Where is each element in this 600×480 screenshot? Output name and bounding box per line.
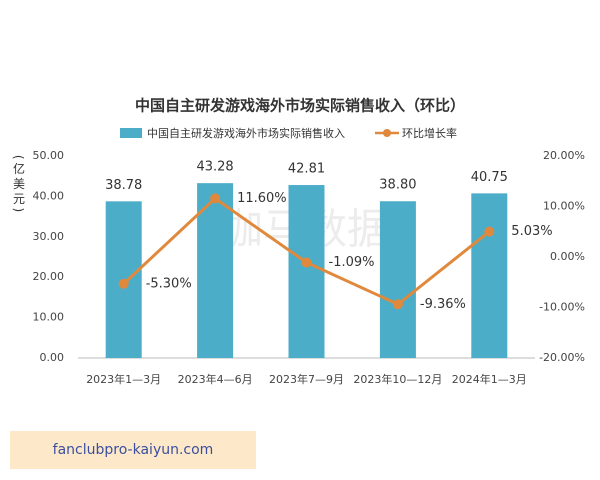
line-value-label: -1.09% bbox=[329, 255, 375, 270]
line-point bbox=[301, 257, 312, 268]
legend-label: 中国自主研发游戏海外市场实际销售收入 bbox=[147, 126, 345, 140]
y-tick-label: 0.00 bbox=[40, 351, 65, 364]
bar-value-label: 40.75 bbox=[471, 170, 508, 185]
y-tick-label: 50.00 bbox=[33, 149, 65, 162]
legend-swatch bbox=[120, 128, 142, 138]
y2-tick-label: -20.00% bbox=[539, 351, 585, 364]
x-tick-label: 2024年1—3月 bbox=[452, 372, 527, 386]
x-tick-label: 2023年4—6月 bbox=[178, 372, 253, 386]
legend-label: 环比增长率 bbox=[402, 126, 457, 140]
x-tick-label: 2023年1—3月 bbox=[86, 372, 161, 386]
line-value-label: 11.60% bbox=[237, 191, 287, 206]
bar-value-label: 38.78 bbox=[105, 178, 142, 193]
y-tick-label: 30.00 bbox=[33, 230, 65, 243]
chart-title: 中国自主研发游戏海外市场实际销售收入（环比） bbox=[135, 97, 465, 115]
bar-value-label: 43.28 bbox=[196, 160, 233, 175]
line-point bbox=[392, 299, 403, 310]
y2-tick-label: 0.00% bbox=[550, 250, 585, 263]
line-point bbox=[210, 193, 221, 204]
y-tick-label: 40.00 bbox=[33, 189, 65, 202]
line-point bbox=[484, 226, 495, 237]
bar bbox=[471, 193, 508, 358]
line-value-label: 5.03% bbox=[511, 224, 552, 239]
legend-swatch bbox=[383, 129, 391, 137]
y-tick-label: 10.00 bbox=[33, 311, 65, 324]
chart: 中国自主研发游戏海外市场实际销售收入（环比） (亿美元) 伽马数据 0.0010… bbox=[12, 97, 586, 387]
x-tick-label: 2023年7—9月 bbox=[269, 372, 344, 386]
y2-tick-label: 20.00% bbox=[543, 149, 585, 162]
line-value-label: -5.30% bbox=[146, 276, 192, 291]
line-point bbox=[118, 278, 129, 289]
y2-tick-label: 10.00% bbox=[543, 200, 585, 213]
bar bbox=[288, 185, 325, 358]
y-tick-label: 20.00 bbox=[33, 270, 65, 283]
bar-value-label: 42.81 bbox=[288, 162, 325, 177]
line-value-label: -9.36% bbox=[420, 297, 466, 312]
bar-value-label: 38.80 bbox=[379, 178, 416, 193]
x-tick-label: 2023年10—12月 bbox=[353, 372, 442, 386]
y-axis-label: (亿美元) bbox=[12, 155, 26, 215]
bar bbox=[379, 201, 416, 358]
footer: fanclubpro-kaiyun.com bbox=[10, 431, 256, 469]
y2-tick-label: -10.00% bbox=[539, 301, 585, 314]
bar bbox=[197, 183, 234, 358]
